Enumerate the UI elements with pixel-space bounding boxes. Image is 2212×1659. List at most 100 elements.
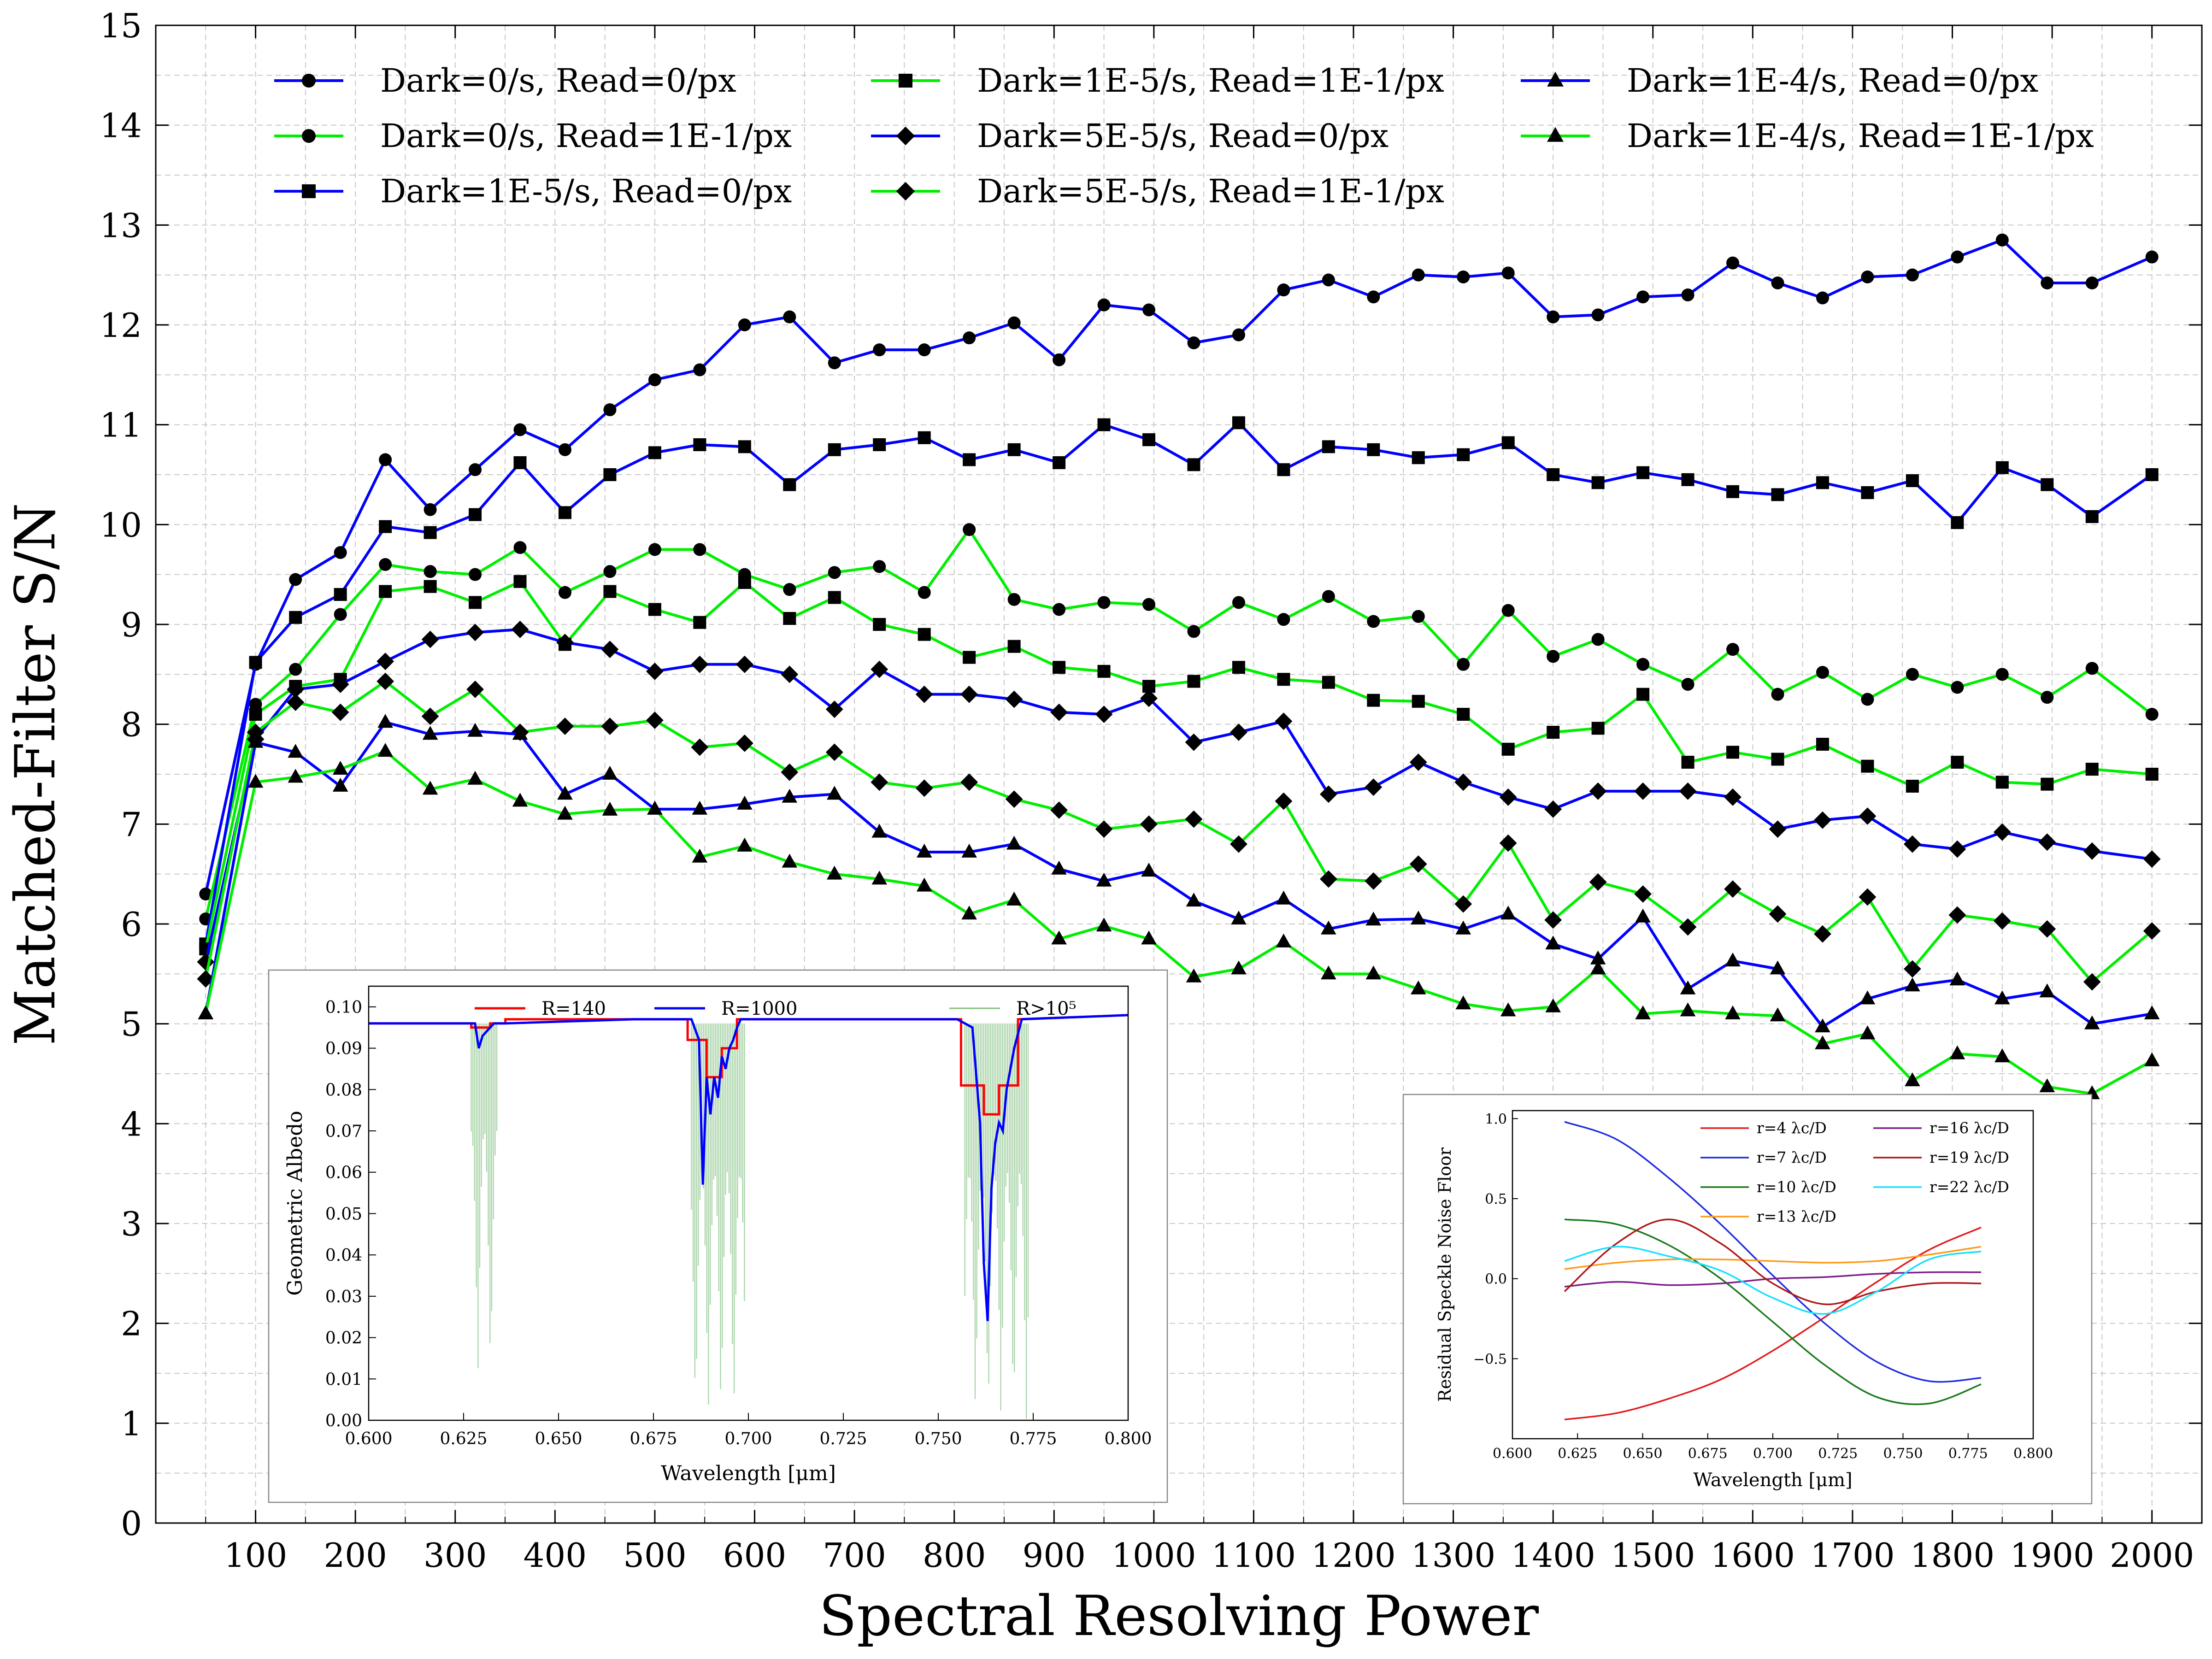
x-tick-label: 100 (224, 1536, 287, 1575)
data-point (782, 853, 798, 868)
data-point (825, 700, 843, 718)
data-point (602, 765, 618, 780)
data-point (1725, 952, 1741, 967)
data-point (469, 568, 482, 581)
data-point (247, 724, 265, 741)
series-line (1564, 1246, 1982, 1270)
data-point (1412, 268, 1425, 282)
data-point (1591, 476, 1605, 489)
legend-label: Dark=5E-5/s, Read=1E-1/px (977, 172, 1444, 210)
data-point (692, 848, 708, 863)
data-point (1995, 461, 2009, 474)
data-point (1412, 694, 1425, 708)
data-point (512, 793, 528, 807)
data-point (2143, 922, 2161, 940)
data-point (289, 611, 302, 624)
data-point (424, 526, 437, 539)
y-tick-label: 4 (121, 1105, 142, 1143)
data-point (1544, 911, 1562, 929)
data-point (873, 560, 886, 573)
data-point (1322, 273, 1335, 287)
y-tick-label: 0 (121, 1504, 142, 1543)
data-point (915, 685, 933, 703)
data-point (513, 423, 527, 436)
data-point (559, 506, 571, 519)
data-point (1232, 661, 1245, 674)
data-point (331, 676, 349, 693)
data-point (781, 763, 799, 781)
series-line (204, 528, 2153, 919)
x-tick-label: 0.650 (1623, 1446, 1663, 1462)
data-point (2085, 276, 2099, 289)
data-point (693, 438, 706, 451)
data-point (1277, 463, 1290, 477)
data-point (2041, 777, 2054, 791)
data-point (1726, 746, 1740, 759)
data-point (1141, 930, 1157, 945)
y-tick-label: 0.08 (325, 1081, 362, 1100)
data-point (1232, 596, 1245, 609)
y-tick-label: 0.05 (325, 1205, 362, 1224)
inset-albedo-x-label: Wavelength [μm] (661, 1462, 836, 1485)
x-tick-label: 0.750 (1883, 1446, 1923, 1462)
data-point (691, 738, 709, 756)
data-point (2041, 276, 2054, 289)
data-point (1367, 443, 1380, 456)
data-point (1994, 990, 2010, 1005)
data-point (781, 665, 799, 683)
data-point (1095, 706, 1113, 723)
y-tick-label: 1 (121, 1404, 142, 1443)
data-point (873, 618, 886, 631)
data-point (334, 588, 347, 601)
data-point (1051, 860, 1067, 875)
data-point (1681, 288, 1694, 301)
data-point (692, 800, 708, 815)
data-point (1187, 458, 1200, 471)
inset-albedo-plot: 0.600 0.625 0.650 0.675 0.700 0.725 0.750 0.775… (268, 969, 1168, 1503)
data-point (1187, 336, 1200, 349)
y-tick-label: 0.0 (1485, 1271, 1507, 1288)
data-point (826, 786, 842, 800)
data-point (1367, 290, 1380, 304)
legend-marker (302, 74, 316, 88)
data-point (1859, 807, 1877, 825)
data-point (960, 773, 978, 791)
y-tick-label: 15 (100, 6, 142, 45)
data-point (1454, 773, 1472, 791)
data-point (1501, 266, 1515, 280)
data-point (1591, 633, 1605, 646)
series-line (204, 628, 2153, 962)
series-line (204, 721, 2153, 1029)
data-point (1769, 820, 1787, 838)
data-point (1905, 1072, 1920, 1087)
data-point (2083, 842, 2101, 860)
data-point (1769, 905, 1787, 923)
data-point (1547, 726, 1560, 739)
data-point (421, 707, 439, 725)
y-tick-label: 1.0 (1485, 1111, 1507, 1127)
y-tick-label: 10 (100, 506, 142, 544)
y-tick-label: 3 (121, 1205, 142, 1243)
data-point (1679, 782, 1697, 800)
data-point (1906, 668, 1919, 681)
data-point (1771, 753, 1784, 766)
data-point (1816, 291, 1829, 305)
data-point (646, 712, 664, 729)
data-point (379, 453, 392, 466)
data-point (1815, 1035, 1830, 1049)
legend-label: r=10 λc/D (1757, 1178, 1836, 1196)
data-point (1322, 676, 1335, 689)
data-point (2144, 1052, 2160, 1066)
data-point (287, 680, 305, 698)
y-tick-label: −0.5 (1473, 1351, 1507, 1367)
data-point (1995, 668, 2009, 681)
data-point (557, 806, 573, 820)
y-tick-label: 0.07 (325, 1122, 362, 1141)
data-point (1949, 971, 1965, 986)
data-point (601, 641, 619, 659)
data-point (1636, 688, 1650, 701)
legend-label: R>10⁵ (1016, 998, 1077, 1019)
legend-label: Dark=5E-5/s, Read=0/px (977, 117, 1388, 155)
data-point (1904, 835, 1921, 853)
